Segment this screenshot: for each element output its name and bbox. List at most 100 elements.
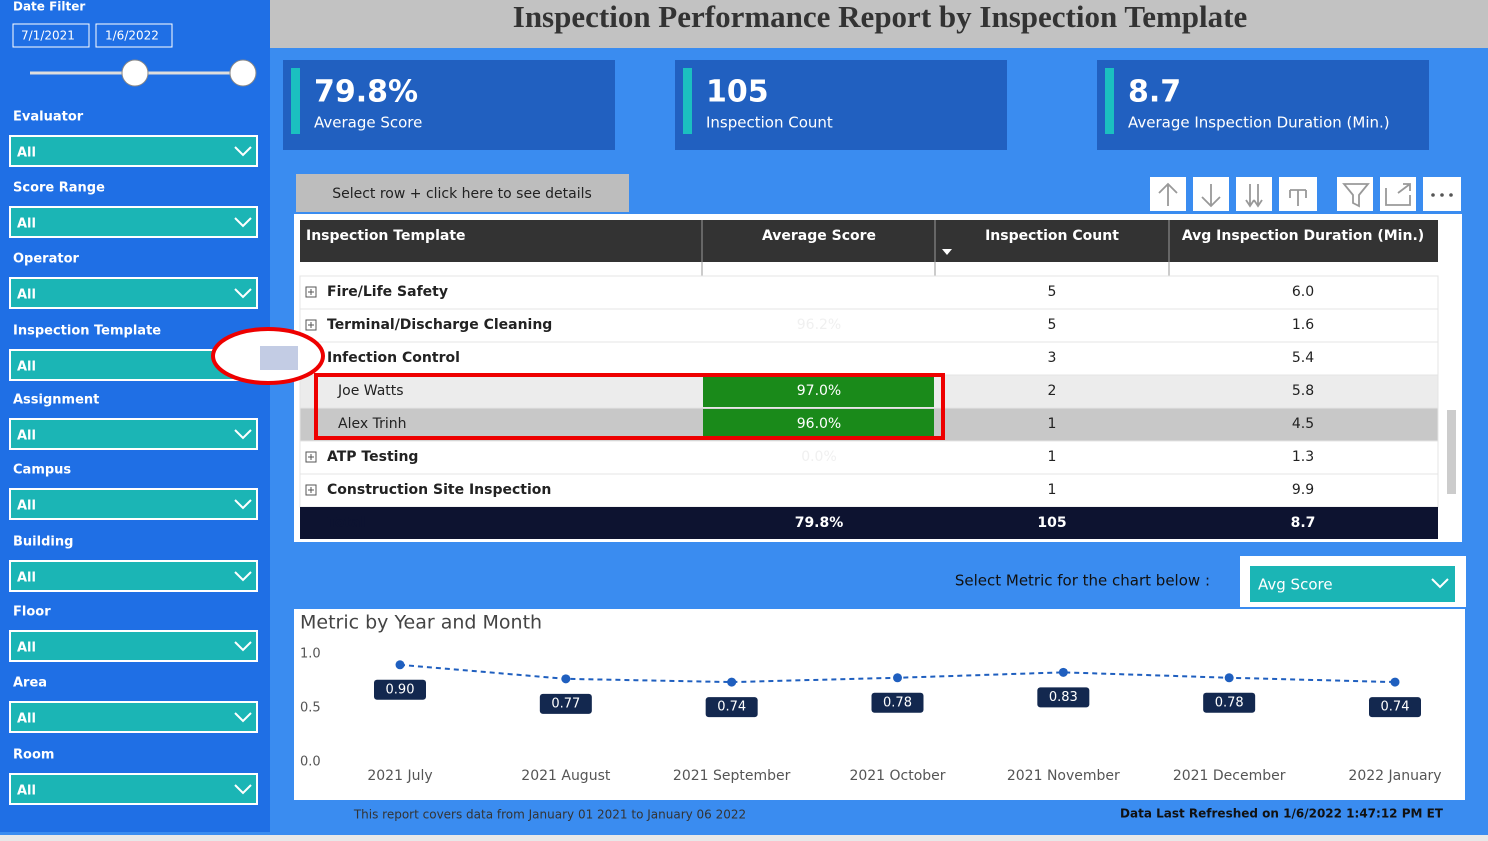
data-label-box — [871, 692, 924, 713]
toolbar-button[interactable] — [1236, 177, 1272, 211]
data-point — [1058, 667, 1068, 677]
column-header: Avg Inspection Duration (Min.) — [1182, 228, 1424, 244]
sort-indicator — [942, 249, 952, 255]
x-tick-label: 2021 September — [673, 768, 791, 784]
data-point — [893, 673, 902, 683]
slicer-dropdown[interactable] — [9, 418, 258, 450]
slicer-dropdown[interactable] — [9, 277, 258, 309]
data-label: 0.74 — [1381, 700, 1410, 715]
slicer-label: Assignment — [13, 393, 99, 408]
slicer-dropdown[interactable] — [9, 135, 258, 167]
slicer-dropdown[interactable] — [9, 488, 258, 520]
total-label: Total — [327, 515, 365, 531]
slicer-label: Floor — [13, 605, 51, 620]
data-point — [727, 677, 737, 687]
slicer-dropdown[interactable] — [9, 560, 258, 592]
slicer-value: All — [17, 499, 36, 514]
total-avg-score: 79.8% — [795, 515, 844, 531]
dropdown-chevron — [234, 288, 252, 299]
dropdown-chevron — [234, 641, 252, 652]
slicer-value: All — [17, 641, 36, 656]
data-point — [1224, 673, 1234, 683]
avg-duration: 5.8 — [1292, 383, 1314, 399]
table-row[interactable] — [299, 473, 1439, 508]
report-title: Inspection Performance Report by Inspect… — [513, 0, 1247, 34]
more-dot — [1440, 193, 1444, 197]
slicer-label: Building — [13, 535, 73, 550]
kpi-accent — [683, 68, 692, 134]
table-row[interactable] — [299, 440, 1439, 475]
date-start-box[interactable] — [12, 23, 90, 48]
data-label: 0.90 — [386, 682, 415, 697]
slicer-value: All — [17, 146, 36, 161]
kpi-card — [675, 60, 1007, 150]
avg-duration: 6.0 — [1292, 284, 1314, 300]
row-label: Fire/Life Safety — [327, 284, 448, 300]
dropdown-chevron — [234, 571, 252, 582]
expand-icon — [305, 484, 317, 496]
more-dot — [1449, 193, 1453, 197]
slicer-dropdown[interactable] — [9, 701, 258, 733]
column-header: Average Score — [762, 228, 876, 244]
score-cell — [703, 376, 934, 407]
slicer-value: All — [17, 288, 36, 303]
data-point — [561, 674, 571, 684]
avg-score: 97.0% — [797, 383, 841, 399]
y-tick-label: 0.5 — [300, 701, 321, 716]
avg-score: 0.0% — [801, 449, 837, 465]
chart-title: Metric by Year and Month — [300, 612, 542, 634]
data-label-box — [1203, 692, 1256, 713]
data-label-box — [1037, 687, 1090, 708]
date-end-box[interactable] — [95, 23, 173, 48]
slicer-value: All — [17, 712, 36, 727]
slicer-dropdown[interactable] — [9, 773, 258, 805]
column-header: Inspection Count — [985, 228, 1119, 244]
slider-handle[interactable] — [229, 59, 257, 87]
kpi-value: 79.8% — [314, 75, 418, 110]
expand-icon — [305, 319, 317, 331]
slicer-value: All — [17, 429, 36, 444]
row-label: Alex Trinh — [338, 416, 406, 432]
table-header — [300, 220, 1438, 262]
data-label: 0.78 — [883, 695, 912, 710]
expand-plus — [308, 487, 314, 493]
data-label: 0.83 — [1049, 690, 1078, 705]
details-button[interactable] — [296, 174, 629, 212]
slicer-value: All — [17, 217, 36, 232]
kpi-label: Average Score — [314, 114, 422, 132]
slider-handle[interactable] — [121, 59, 149, 87]
slicer-dropdown[interactable] — [9, 630, 258, 662]
x-tick-label: 2021 July — [367, 768, 432, 784]
metric-dropdown[interactable] — [1250, 566, 1455, 602]
column-header: Inspection Template — [306, 228, 466, 244]
metric-label: Select Metric for the chart below : — [955, 572, 1210, 590]
y-tick-label: 1.0 — [300, 647, 321, 662]
table-row[interactable] — [299, 341, 1439, 376]
inspection-count: 3 — [1048, 350, 1057, 366]
dropdown-chevron — [234, 499, 252, 510]
kpi-accent — [291, 68, 300, 134]
dropdown-chevron — [1431, 578, 1449, 589]
inspection-count: 1 — [1048, 416, 1057, 432]
table-row[interactable] — [299, 275, 1439, 310]
row-label: ATP Testing — [327, 449, 418, 465]
coverage-note: This report covers data from January 01 … — [353, 808, 746, 822]
toolbar-icons — [1158, 182, 1411, 208]
slicer-value: All — [17, 360, 36, 375]
toolbar-button[interactable] — [1337, 177, 1373, 211]
inspection-count: 5 — [1048, 284, 1057, 300]
kpi-label: Average Inspection Duration (Min.) — [1128, 114, 1390, 132]
avg-duration: 9.9 — [1292, 482, 1314, 498]
data-label: 0.77 — [551, 696, 580, 711]
slicer-value: All — [17, 784, 36, 799]
y-tick-label: 0.0 — [300, 755, 321, 770]
dropdown-chevron — [234, 429, 252, 440]
slicer-label: Room — [13, 748, 54, 763]
date-start: 7/1/2021 — [21, 29, 75, 43]
slicer-dropdown[interactable] — [9, 206, 258, 238]
inspection-count: 1 — [1048, 482, 1057, 498]
data-label: 0.78 — [1215, 695, 1244, 710]
data-label: 0.74 — [717, 700, 746, 715]
row-label: Terminal/Discharge Cleaning — [327, 317, 552, 333]
